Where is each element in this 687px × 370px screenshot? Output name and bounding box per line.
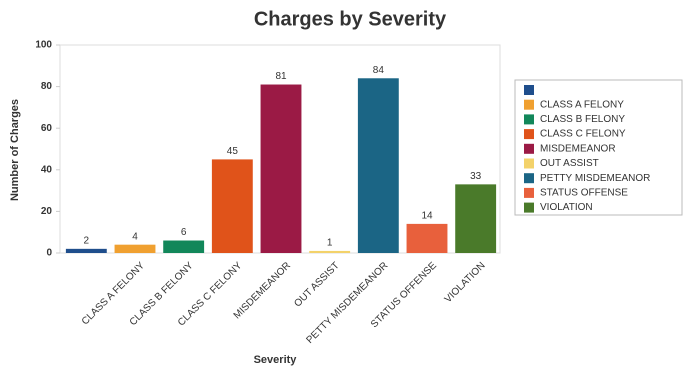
- legend-label: PETTY MISDEMEANOR: [540, 173, 650, 184]
- legend-swatch: [524, 85, 534, 95]
- x-tick-label: OUT ASSIST: [292, 260, 341, 309]
- bar: [309, 250, 351, 253]
- bar: [406, 223, 448, 253]
- bar: [211, 159, 253, 253]
- value-label: 45: [227, 146, 239, 157]
- value-label: 1: [327, 238, 333, 249]
- bar: [65, 248, 107, 253]
- legend-swatch: [524, 114, 534, 125]
- y-axis-label: Number of Charges: [9, 99, 21, 201]
- legend-swatch: [524, 187, 534, 198]
- legend-label: OUT ASSIST: [540, 158, 599, 169]
- bar: [163, 240, 205, 253]
- legend-swatch: [524, 202, 534, 213]
- chart-title: Charges by Severity: [254, 8, 447, 30]
- y-tick-label: 80: [41, 81, 53, 92]
- value-label: 14: [421, 211, 433, 222]
- value-label: 84: [373, 65, 385, 76]
- bar: [455, 184, 497, 253]
- y-tick-label: 60: [41, 123, 53, 134]
- value-label: 4: [132, 231, 138, 242]
- legend-label: CLASS A FELONY: [540, 99, 624, 110]
- x-tick-label: VIOLATION: [443, 260, 488, 305]
- legend-label: CLASS B FELONY: [540, 114, 625, 125]
- value-label: 33: [470, 171, 482, 182]
- y-tick-label: 40: [41, 164, 53, 175]
- bar: [260, 84, 302, 254]
- y-tick-label: 0: [46, 248, 52, 259]
- value-label: 81: [275, 71, 287, 82]
- x-axis-label: Severity: [254, 354, 298, 366]
- legend-swatch: [524, 173, 534, 184]
- x-tick-label: PETTY MISDEMEANOR: [304, 260, 390, 346]
- legend-label: STATUS OFFENSE: [540, 188, 628, 199]
- legend-swatch: [524, 99, 534, 110]
- y-tick-label: 20: [41, 206, 53, 217]
- legend-swatch: [524, 129, 534, 140]
- bar: [357, 78, 399, 253]
- legend-swatch: [524, 143, 534, 154]
- value-label: 2: [84, 235, 90, 246]
- legend-label: CLASS C FELONY: [540, 129, 626, 140]
- value-label: 6: [181, 227, 187, 238]
- legend-label: VIOLATION: [540, 202, 593, 213]
- legend: [514, 79, 683, 216]
- y-tick-label: 100: [35, 40, 52, 51]
- bar: [114, 244, 156, 253]
- legend-swatch: [524, 158, 534, 169]
- legend-label: MISDEMEANOR: [540, 143, 616, 154]
